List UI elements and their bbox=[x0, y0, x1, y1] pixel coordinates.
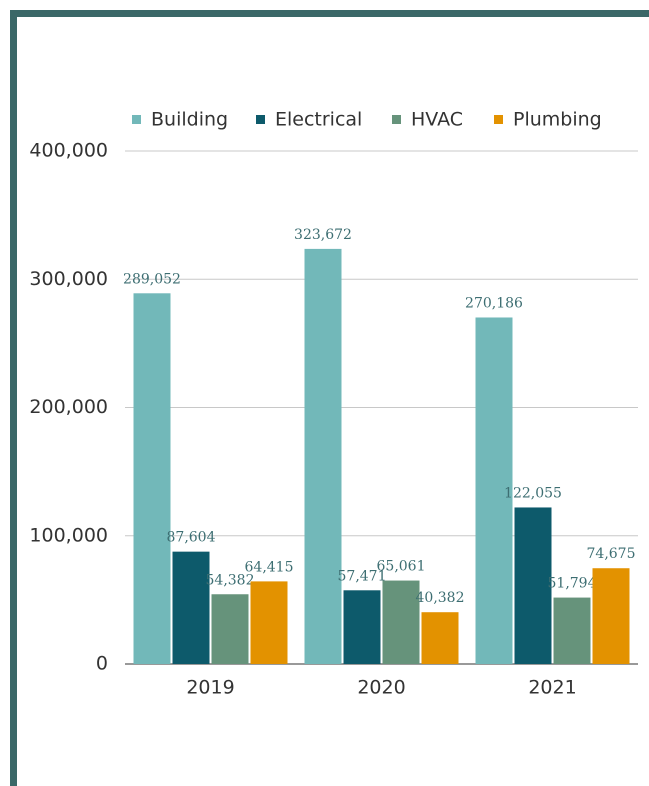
value-label: 74,675 bbox=[587, 546, 636, 562]
legend-label: Plumbing bbox=[513, 109, 602, 131]
bar bbox=[250, 581, 288, 664]
value-label: 64,415 bbox=[245, 559, 294, 575]
value-label: 323,672 bbox=[294, 227, 352, 243]
x-tick-label: 2021 bbox=[528, 677, 576, 699]
value-label: 40,382 bbox=[416, 590, 465, 606]
legend-label: HVAC bbox=[411, 109, 463, 131]
y-tick-label: 400,000 bbox=[29, 140, 108, 162]
value-label: 87,604 bbox=[167, 530, 216, 546]
value-label: 51,794 bbox=[548, 576, 597, 592]
bar bbox=[553, 597, 591, 664]
legend-swatch bbox=[392, 115, 401, 124]
value-label: 122,055 bbox=[504, 485, 562, 501]
bar bbox=[304, 248, 342, 664]
legend-swatch bbox=[494, 115, 503, 124]
bar bbox=[343, 590, 381, 664]
frame-left bbox=[10, 10, 17, 786]
legend-label: Building bbox=[151, 109, 228, 131]
bar bbox=[592, 568, 630, 664]
bar bbox=[421, 612, 459, 664]
x-tick-label: 2019 bbox=[186, 677, 234, 699]
y-tick-label: 0 bbox=[96, 653, 108, 675]
bar bbox=[475, 317, 513, 664]
bar bbox=[382, 580, 420, 664]
bar bbox=[172, 551, 210, 664]
value-label: 57,471 bbox=[338, 568, 387, 584]
bar bbox=[211, 594, 249, 664]
bar bbox=[514, 507, 552, 664]
y-tick-label: 300,000 bbox=[29, 268, 108, 290]
y-tick-label: 100,000 bbox=[29, 524, 108, 546]
value-label: 54,382 bbox=[206, 572, 255, 588]
legend-swatch bbox=[256, 115, 265, 124]
legend-label: Electrical bbox=[275, 109, 362, 131]
value-label: 289,052 bbox=[123, 271, 181, 287]
frame-top bbox=[10, 10, 649, 17]
legend-swatch bbox=[132, 115, 141, 124]
value-label: 270,186 bbox=[465, 295, 523, 311]
y-tick-label: 200,000 bbox=[29, 396, 108, 418]
x-tick-label: 2020 bbox=[357, 677, 405, 699]
bar bbox=[133, 293, 171, 664]
value-label: 65,061 bbox=[377, 559, 426, 575]
